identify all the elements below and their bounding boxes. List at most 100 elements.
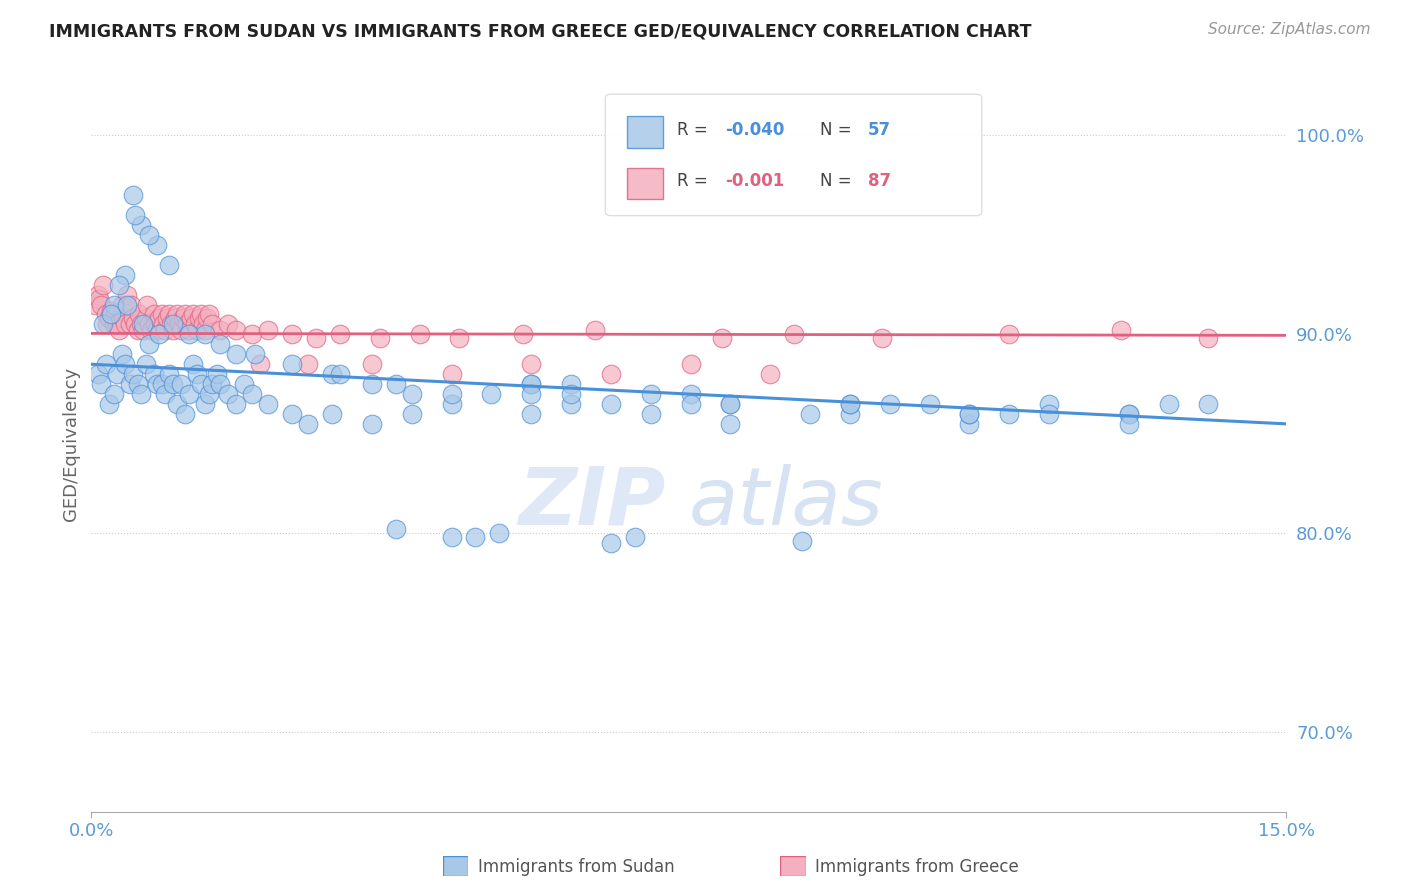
Point: [129, 318, 152, 332]
Point: [329, 367, 352, 381]
Point: [127, 377, 149, 392]
Point: [918, 397, 941, 411]
Point: [97, 397, 120, 411]
Text: R =: R =: [678, 172, 713, 190]
Point: [190, 308, 212, 322]
Point: [186, 323, 208, 337]
Point: [93, 318, 114, 332]
Point: [599, 536, 621, 550]
Point: [368, 331, 391, 345]
Point: [87, 287, 110, 301]
Point: [599, 397, 621, 411]
Point: [193, 327, 215, 342]
Point: [479, 387, 502, 401]
Point: [150, 308, 173, 322]
Point: [209, 377, 232, 392]
Point: [281, 407, 304, 421]
Point: [87, 367, 110, 381]
Point: [957, 407, 980, 421]
Point: [759, 367, 782, 381]
Text: Source: ZipAtlas.com: Source: ZipAtlas.com: [1208, 22, 1371, 37]
Point: [957, 407, 980, 421]
Point: [177, 323, 200, 337]
Point: [360, 357, 382, 371]
Point: [100, 308, 122, 322]
Point: [783, 327, 806, 342]
Point: [1197, 397, 1219, 411]
Point: [114, 357, 136, 371]
Text: R =: R =: [678, 120, 713, 138]
Point: [159, 367, 181, 381]
Point: [599, 367, 621, 381]
Point: [718, 397, 741, 411]
Point: [114, 318, 136, 332]
Point: [360, 417, 382, 431]
Point: [640, 387, 662, 401]
Point: [679, 397, 702, 411]
Point: [440, 367, 463, 381]
Text: ZIP: ZIP: [517, 464, 665, 541]
Point: [520, 407, 543, 421]
Point: [135, 311, 157, 326]
Point: [84, 297, 107, 311]
Point: [94, 357, 117, 371]
Point: [1038, 407, 1060, 421]
Point: [156, 311, 179, 326]
Point: [408, 327, 430, 342]
Point: [449, 331, 471, 345]
Point: [128, 308, 150, 322]
Point: [105, 318, 128, 332]
Point: [129, 387, 152, 401]
Point: [838, 397, 860, 411]
Point: [136, 297, 159, 311]
Point: [1118, 407, 1140, 421]
Point: [679, 387, 702, 401]
Text: Immigrants from Greece: Immigrants from Greece: [815, 858, 1019, 876]
Point: [166, 308, 188, 322]
Point: [329, 327, 352, 342]
Point: [138, 337, 160, 351]
Point: [201, 318, 224, 332]
Point: [440, 387, 463, 401]
Point: [90, 377, 112, 392]
Point: [838, 397, 860, 411]
Point: [321, 407, 343, 421]
Point: [560, 377, 582, 392]
Point: [159, 308, 181, 322]
Point: [998, 407, 1021, 421]
Point: [583, 323, 606, 337]
Point: [209, 323, 232, 337]
Point: [108, 323, 131, 337]
Point: [145, 323, 167, 337]
Point: [90, 297, 112, 311]
Point: [97, 311, 120, 326]
Point: [297, 357, 319, 371]
Point: [94, 308, 117, 322]
Point: [243, 347, 266, 361]
Point: [115, 297, 138, 311]
Point: [879, 397, 901, 411]
Text: -0.040: -0.040: [725, 120, 785, 138]
Point: [401, 387, 423, 401]
Point: [512, 327, 534, 342]
Point: [1109, 323, 1132, 337]
Point: [103, 318, 125, 332]
Point: [96, 318, 118, 332]
Point: [193, 397, 215, 411]
Point: [105, 367, 128, 381]
Point: [384, 522, 406, 536]
Point: [184, 318, 207, 332]
Point: [186, 367, 208, 381]
Point: [180, 311, 202, 326]
Point: [207, 367, 229, 381]
Point: [115, 287, 138, 301]
Text: N =: N =: [821, 172, 858, 190]
Point: [135, 357, 157, 371]
Point: [145, 238, 167, 252]
Point: [257, 323, 280, 337]
Point: [193, 323, 215, 337]
Point: [111, 347, 134, 361]
Y-axis label: GED/Equivalency: GED/Equivalency: [62, 367, 80, 521]
Point: [188, 311, 211, 326]
Point: [141, 323, 162, 337]
